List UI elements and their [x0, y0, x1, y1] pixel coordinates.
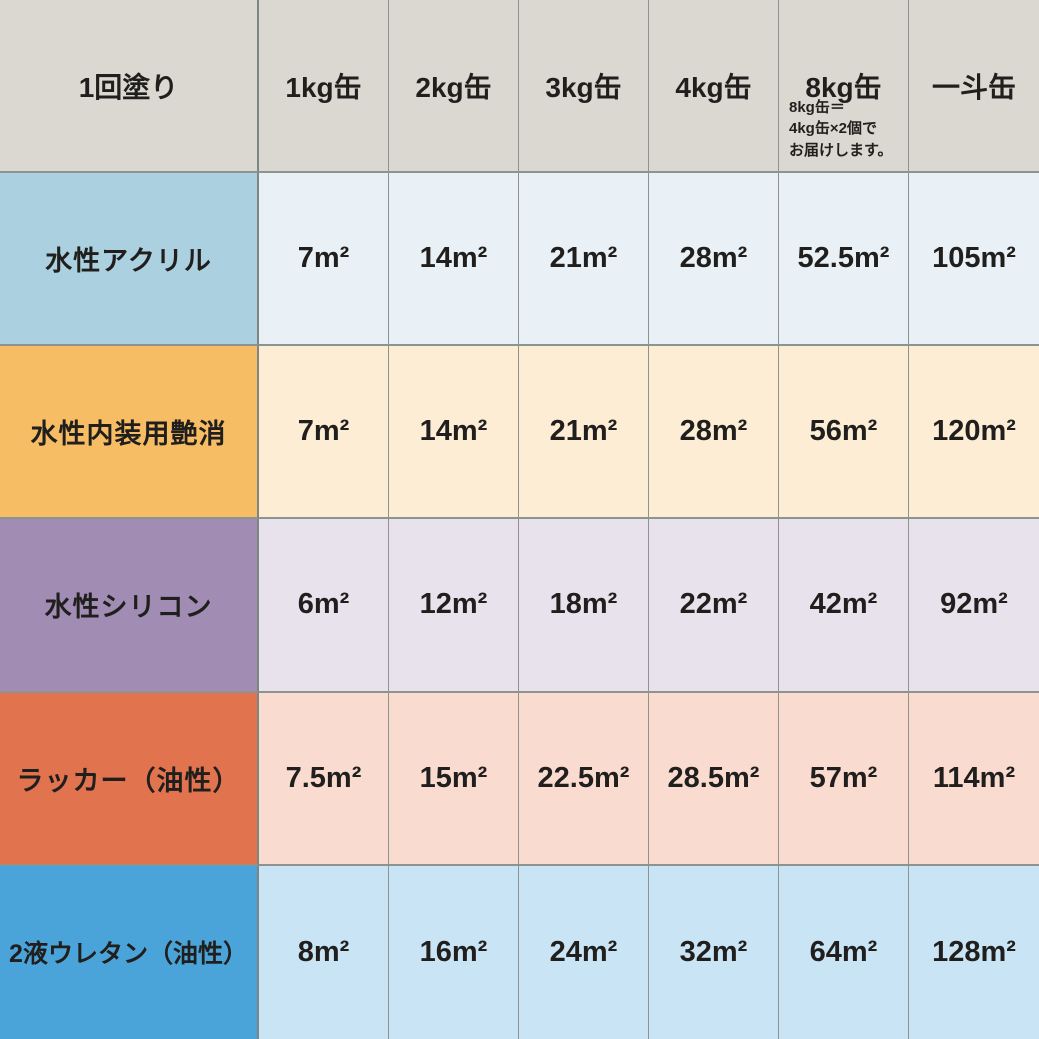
table-cell: 42m²: [779, 519, 909, 693]
table-cell: 28.5m²: [649, 692, 779, 866]
table-cell: 8m²: [259, 865, 389, 1039]
table-cell: 22.5m²: [519, 692, 649, 866]
table-cell: 16m²: [389, 865, 519, 1039]
table-cell: 120m²: [909, 346, 1039, 520]
row-label-water-silicone: 水性シリコン: [0, 519, 259, 693]
table-cell: 15m²: [389, 692, 519, 866]
note-line: 8kg缶＝: [789, 99, 845, 117]
table-cell: 28m²: [649, 173, 779, 347]
header-label: 1kg缶: [285, 71, 362, 103]
8kg-can-note: 8kg缶＝ 4kg缶×2個で お届けします。: [789, 97, 906, 161]
column-header-itto-can: 一斗缶: [909, 0, 1039, 173]
table-cell: 92m²: [909, 519, 1039, 693]
table-cell: 57m²: [779, 692, 909, 866]
note-line: 4kg缶×2個で: [789, 120, 877, 138]
table-cell: 32m²: [649, 865, 779, 1039]
table-cell: 7m²: [259, 173, 389, 347]
header-label: 一斗缶: [931, 71, 1016, 103]
table-cell: 14m²: [389, 346, 519, 520]
column-header-1kg-can: 1kg缶: [259, 0, 389, 173]
table-cell: 24m²: [519, 865, 649, 1039]
table-cell: 7.5m²: [259, 692, 389, 866]
note-line: お届けします。: [789, 141, 893, 159]
header-label: 2kg缶: [415, 71, 492, 103]
table-cell: 18m²: [519, 519, 649, 693]
table-cell: 21m²: [519, 346, 649, 520]
table-cell: 21m²: [519, 173, 649, 347]
column-header-4kg-can: 4kg缶: [649, 0, 779, 173]
row-label-water-interior-matte: 水性内装用艶消: [0, 346, 259, 520]
header-label: 8kg缶: [805, 71, 882, 103]
header-label: 3kg缶: [545, 71, 622, 103]
column-header-coat-count: 1回塗り: [0, 0, 259, 173]
table-cell: 52.5m²: [779, 173, 909, 347]
table-cell: 56m²: [779, 346, 909, 520]
column-header-8kg-can: 8kg缶 8kg缶＝ 4kg缶×2個で お届けします。: [779, 0, 909, 173]
header-label: 4kg缶: [675, 71, 752, 103]
row-label-lacquer-oil: ラッカー（油性）: [0, 692, 259, 866]
column-header-2kg-can: 2kg缶: [389, 0, 519, 173]
row-label-urethane-oil: 2液ウレタン（油性）: [0, 865, 259, 1039]
row-label-water-acrylic: 水性アクリル: [0, 173, 259, 347]
table-cell: 12m²: [389, 519, 519, 693]
column-header-3kg-can: 3kg缶: [519, 0, 649, 173]
table-cell: 6m²: [259, 519, 389, 693]
table-cell: 114m²: [909, 692, 1039, 866]
table-cell: 64m²: [779, 865, 909, 1039]
header-label: 1回塗り: [78, 71, 179, 103]
table-cell: 22m²: [649, 519, 779, 693]
table-cell: 28m²: [649, 346, 779, 520]
table-cell: 105m²: [909, 173, 1039, 347]
table-cell: 128m²: [909, 865, 1039, 1039]
table-cell: 7m²: [259, 346, 389, 520]
table-cell: 14m²: [389, 173, 519, 347]
